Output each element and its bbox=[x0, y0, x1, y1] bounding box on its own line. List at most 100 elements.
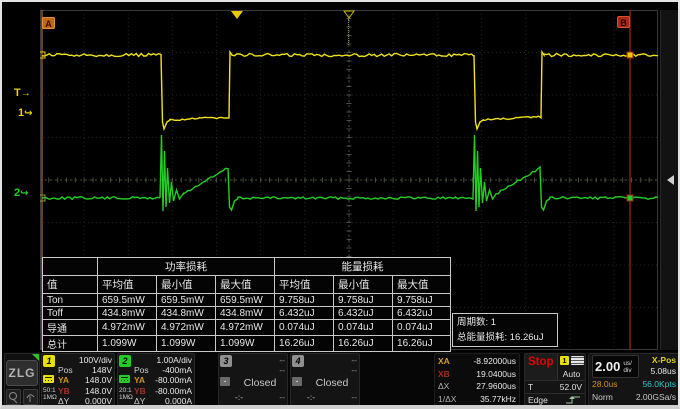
side-menu-strip[interactable] bbox=[660, 10, 678, 350]
channel1-panel[interactable]: 1 50:1 1MΩ 100V/div Pos 148V YA 148.0V YB 1… bbox=[41, 353, 115, 406]
channel1-badge[interactable]: 1 bbox=[43, 355, 55, 367]
row-label: Ton bbox=[42, 293, 98, 307]
cursor-b-badge[interactable]: B bbox=[617, 16, 630, 28]
timebase-scale-value: 2.00 bbox=[595, 359, 621, 374]
ch1-yb: 148.0V bbox=[85, 385, 112, 396]
row-label: 总计 bbox=[42, 335, 98, 352]
trigger-sweep-mode[interactable]: Auto bbox=[562, 369, 581, 379]
table-cell: 16.26uJ bbox=[333, 335, 394, 352]
table-cell: 1.099W bbox=[97, 335, 157, 352]
brand-panel: ZLG bbox=[4, 353, 40, 405]
run-stop-status[interactable]: Stop bbox=[525, 354, 558, 380]
ch2-dy: 0.000A bbox=[165, 395, 192, 406]
channel2-position-marker[interactable]: 2↪ bbox=[14, 187, 29, 199]
table-cell: 9.758uJ bbox=[333, 293, 394, 307]
rising-edge-icon bbox=[566, 395, 580, 403]
table-cell: 434.8mW bbox=[156, 306, 216, 320]
channel2-panel[interactable]: 2 20:1 1MΩ 1.00A/div Pos -400mA YA -80.00m… bbox=[117, 353, 195, 406]
cursor-xa-value: -8.92000us bbox=[473, 356, 516, 366]
channel1-position-marker[interactable]: 1↪ bbox=[18, 107, 33, 119]
total-energy-loss: 总能量损耗: 16.26uJ bbox=[457, 332, 544, 343]
table-cell: 4.972mW bbox=[214, 319, 276, 336]
channel4-minus-button[interactable]: - bbox=[292, 377, 302, 386]
status-bar: ZLG 1 50:1 1MΩ 100V/div Pos 148V YA 148.0V bbox=[2, 352, 678, 406]
trigger-level-value: 52.0V bbox=[559, 382, 582, 392]
corner-indicator-icon bbox=[32, 354, 39, 361]
energy-summary-box: 周期数: 1 总能量损耗: 16.26uJ bbox=[452, 313, 558, 347]
channel1-trace bbox=[41, 49, 658, 132]
channel2-probe-info: 20:1 1MΩ bbox=[119, 387, 133, 401]
trigger-type[interactable]: Edge bbox=[528, 394, 548, 405]
expand-menu-icon[interactable] bbox=[667, 175, 674, 185]
trigger-level-marker[interactable]: T→ bbox=[14, 87, 31, 99]
table-cell: 0.074uJ bbox=[333, 319, 394, 336]
channel2-coupling-icon bbox=[119, 375, 130, 383]
ch2-ya: -80.00mA bbox=[155, 375, 192, 386]
ch4-status: Closed bbox=[315, 377, 349, 390]
table-row: 总计 1.099W 1.099W 1.099W 16.26uJ 16.26uJ 16.26u… bbox=[42, 335, 452, 352]
column-header: 最小值 bbox=[156, 275, 216, 294]
sample-rate: 2.00GSa/s bbox=[635, 392, 676, 402]
channel3-panel[interactable]: 3 - -- -- Closed -:- -- bbox=[218, 353, 288, 405]
cursor-a-badge[interactable]: A bbox=[42, 17, 55, 29]
channel3-minus-button[interactable]: - bbox=[220, 377, 230, 386]
ch1-scale: 100V/div bbox=[78, 355, 112, 365]
cursor-freq-value: 35.77kHz bbox=[480, 393, 516, 404]
channel4-badge[interactable]: 4 bbox=[292, 355, 304, 367]
ch3-status: Closed bbox=[243, 377, 277, 390]
table-cell: 434.8mW bbox=[214, 306, 276, 320]
table-cell: 6.432uJ bbox=[274, 306, 335, 320]
cursor-a-ch2-handle[interactable] bbox=[40, 194, 46, 202]
brand-logo: ZLG bbox=[6, 360, 38, 386]
trigger-source-badge[interactable]: 1 bbox=[560, 356, 569, 365]
timebase-scale-box[interactable]: 2.00 us/div bbox=[592, 355, 639, 378]
column-header: 最大值 bbox=[214, 275, 276, 294]
table-cell: 16.26uJ bbox=[274, 335, 335, 352]
table-row: Ton 659.5mW 659.5mW 659.5mW 9.758uJ 9.758uJ 9.… bbox=[42, 293, 452, 307]
channel2-badge[interactable]: 2 bbox=[119, 355, 131, 367]
table-corner-cell bbox=[42, 257, 98, 276]
table-cell: 1.099W bbox=[156, 335, 216, 352]
table-cell: 6.432uJ bbox=[333, 306, 394, 320]
table-cell: 9.758uJ bbox=[274, 293, 335, 307]
cursor-dx-value: 27.9600us bbox=[476, 381, 516, 392]
x-position-value: 5.08us bbox=[650, 366, 676, 376]
table-cell: 0.074uJ bbox=[392, 319, 452, 336]
ch1-ya: 148.0V bbox=[85, 375, 112, 386]
cycle-count: 周期数: 1 bbox=[457, 317, 497, 328]
ch2-pos: -400mA bbox=[162, 365, 192, 376]
table-cell: 0.074uJ bbox=[274, 319, 335, 336]
cursor-b-ch1-handle[interactable] bbox=[626, 51, 634, 59]
row-label: Toff bbox=[42, 306, 98, 320]
channel3-badge[interactable]: 3 bbox=[220, 355, 232, 367]
timebase-panel[interactable]: 2.00 us/div X-Pos 5.08us 28.0us 56.0Kpts… bbox=[588, 353, 678, 405]
ch2-scale: 1.00A/div bbox=[156, 355, 192, 365]
table-cell: 659.5mW bbox=[97, 293, 157, 307]
trigger-panel[interactable]: Stop 1 Auto T 52.0V Edge bbox=[524, 353, 586, 405]
table-cell: 1.099W bbox=[214, 335, 276, 352]
cursor-b-ch2-handle[interactable] bbox=[626, 194, 634, 202]
delay-reference-marker[interactable] bbox=[343, 10, 355, 19]
table-cell: 4.972mW bbox=[156, 319, 216, 336]
channel1-probe-info: 50:1 1MΩ bbox=[43, 387, 57, 401]
ch1-dy: 0.000V bbox=[85, 395, 112, 406]
table-row: 导通 4.972mW 4.972mW 4.972mW 0.074uJ 0.074uJ 0.0… bbox=[42, 319, 452, 336]
ch2-yb: -80.00mA bbox=[155, 385, 192, 396]
column-header: 平均值 bbox=[97, 275, 157, 294]
table-cell: 9.758uJ bbox=[392, 293, 452, 307]
column-header: 最大值 bbox=[392, 275, 452, 294]
ch1-pos: 148V bbox=[92, 365, 112, 376]
memory-depth: 56.0Kpts bbox=[642, 379, 676, 389]
trigger-position-marker[interactable] bbox=[231, 11, 243, 19]
trigger-signal-icon bbox=[570, 356, 584, 365]
delay-reference-dotted-line bbox=[348, 19, 349, 45]
cursor-a-ch1-handle[interactable] bbox=[40, 51, 46, 59]
touch-icon[interactable] bbox=[23, 389, 38, 405]
power-loss-header: 功率损耗 bbox=[96, 257, 276, 276]
channel4-panel[interactable]: 4 - -- -- Closed -:- -- bbox=[290, 353, 360, 405]
acquisition-mode[interactable]: Norm bbox=[592, 392, 613, 402]
cursor-xb-value: 19.0400us bbox=[476, 368, 516, 379]
gesture-icon[interactable] bbox=[6, 389, 21, 405]
power-measurement-table: 功率损耗 能量损耗值平均值 最小值 最大值 平均值 最小值 最大值 Ton 659.5mW 659… bbox=[42, 257, 452, 352]
